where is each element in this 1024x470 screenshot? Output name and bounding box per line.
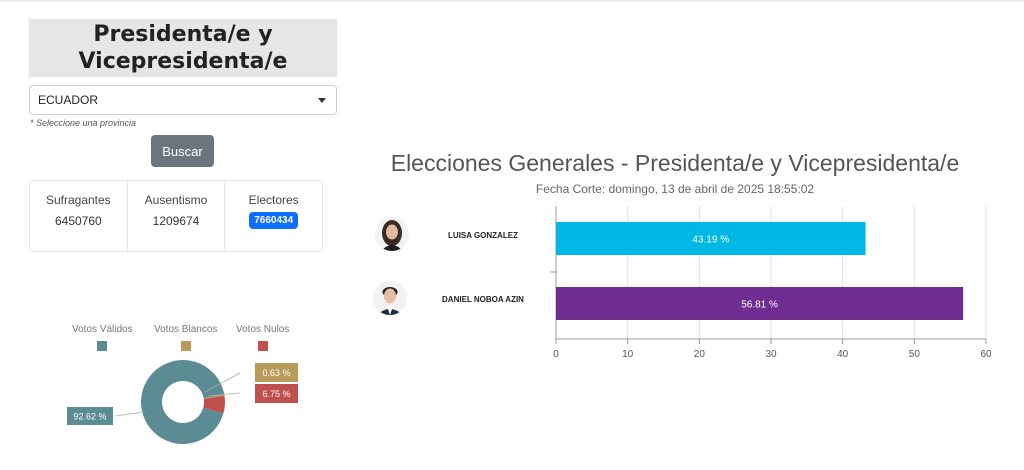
x-tick-label: 20 <box>694 349 706 360</box>
stats-panel: Sufragantes 6450760 Ausentismo 1209674 E… <box>29 180 323 252</box>
x-tick-label: 40 <box>837 349 849 360</box>
bar-value-label: 56.81 % <box>741 300 778 311</box>
leader-line-validos <box>114 411 146 417</box>
slice-label-validos-text: 92.62 % <box>73 412 106 422</box>
legend-item-blancos[interactable]: Votos Blancos <box>154 324 217 351</box>
donut-slice-nulos[interactable] <box>203 395 225 414</box>
stat-ausentismo-value: 1209674 <box>152 214 200 228</box>
stat-ausentismo: Ausentismo 1209674 <box>128 181 226 251</box>
stat-ausentismo-label: Ausentismo <box>144 193 208 207</box>
candidate-photo-noboa <box>373 281 407 315</box>
slice-label-nulos-text: 6.75 % <box>262 389 290 399</box>
stat-sufragantes-label: Sufragantes <box>45 193 111 207</box>
legend-swatch-validos <box>97 341 108 351</box>
candidate-label-gonzalez: LUISA GONZALEZ <box>448 231 518 240</box>
leader-line-nulos <box>207 392 241 397</box>
slice-label-nulos: 6.75 % <box>255 384 298 403</box>
legend-swatch-nulos <box>257 341 268 351</box>
bar-value-label: 43.19 % <box>692 235 729 246</box>
donut-slice-validos[interactable] <box>141 360 225 445</box>
chart-subtitle: Fecha Corte: domingo, 13 de abril de 202… <box>535 182 815 196</box>
candidate-label-noboa: DANIEL NOBOA AZIN <box>442 295 524 304</box>
candidate-photo-gonzalez <box>375 217 409 251</box>
bar-noboa[interactable] <box>556 287 964 320</box>
search-button[interactable]: Buscar <box>151 135 214 167</box>
stat-electores-label: Electores <box>248 193 299 207</box>
stat-electores: Electores 7660434 <box>225 181 322 251</box>
x-tick-label: 30 <box>765 349 777 360</box>
slice-label-blancos: 0.63 % <box>255 363 298 382</box>
votes-donut-chart: 92.62 % 0.63 % 6.75 % <box>67 360 298 445</box>
leader-line-blancos <box>204 372 241 393</box>
top-border <box>0 0 1024 2</box>
province-select[interactable]: ECUADOR <box>29 85 337 115</box>
legend-swatch-blancos <box>180 341 191 351</box>
page-title-line1: Presidenta/e y <box>93 22 273 47</box>
legend-item-validos[interactable]: Votos Válidos <box>72 324 133 351</box>
x-tick-label: 50 <box>909 349 921 360</box>
slice-label-blancos-text: 0.63 % <box>262 368 290 378</box>
legend-label-validos: Votos Válidos <box>72 324 133 335</box>
legend-label-blancos: Votos Blancos <box>154 324 218 335</box>
slice-label-validos: 92.62 % <box>67 407 113 425</box>
legend-item-nulos[interactable]: Votos Nulos <box>236 324 289 351</box>
x-tick-label: 60 <box>980 349 992 360</box>
chart-title: Elecciones Generales - Presidenta/e y Vi… <box>390 150 960 176</box>
x-tick-label: 0 <box>553 349 559 360</box>
bar-gonzalez[interactable] <box>556 222 866 255</box>
stat-sufragantes-value: 6450760 <box>54 214 102 228</box>
page-title-line2: Vicepresidenta/e <box>78 49 288 74</box>
chevron-down-icon <box>318 98 326 103</box>
x-tick-label: 10 <box>622 349 634 360</box>
stat-sufragantes: Sufragantes 6450760 <box>30 181 128 251</box>
province-hint: * Seleccione una provincia <box>30 118 137 128</box>
stat-electores-badge: 7660434 <box>249 212 299 229</box>
legend-label-nulos: Votos Nulos <box>236 324 290 335</box>
page-title: Presidenta/e y Vicepresidenta/e <box>29 19 337 77</box>
province-select-value: ECUADOR <box>38 93 99 107</box>
